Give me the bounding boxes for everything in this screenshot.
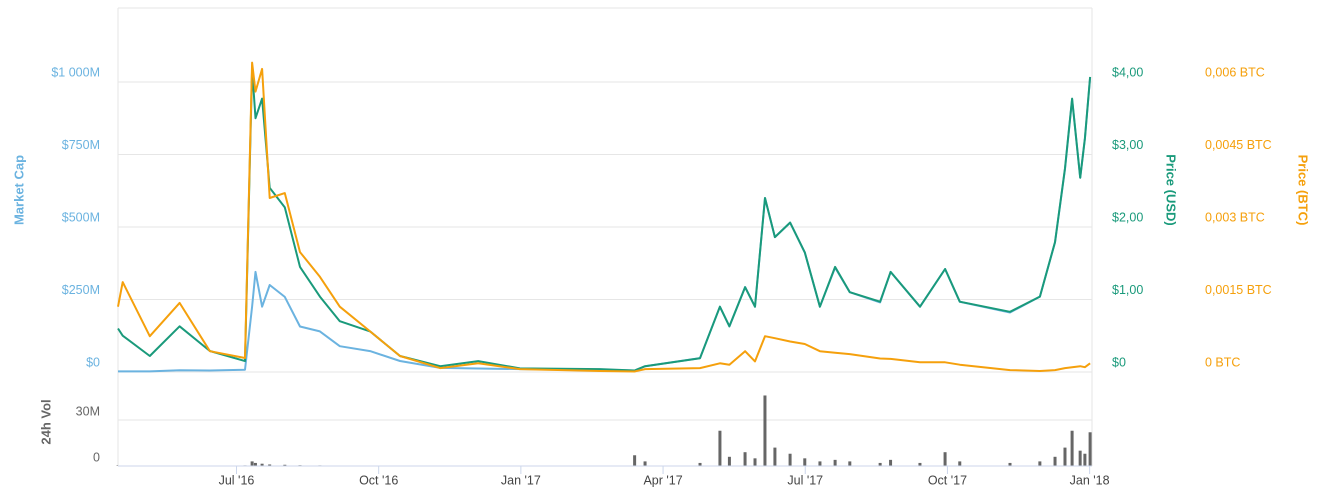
volume-bar bbox=[643, 461, 647, 466]
y2-tick-label: $0 bbox=[1112, 355, 1126, 369]
volume-bar bbox=[250, 461, 254, 466]
y3-tick-label: 0 BTC bbox=[1205, 355, 1240, 369]
x-tick-label: Apr '17 bbox=[643, 473, 682, 487]
y-tick-label: $500M bbox=[62, 210, 100, 224]
y-tick-label: $250M bbox=[62, 283, 100, 297]
volume-bar bbox=[260, 463, 264, 466]
volume-bar bbox=[1038, 461, 1042, 466]
volume-bar bbox=[958, 461, 962, 466]
volume-bar bbox=[283, 464, 287, 466]
x-tick-label: Jan '17 bbox=[501, 473, 541, 487]
volume-bar bbox=[633, 455, 637, 466]
y3-tick-label: 0,0045 BTC bbox=[1205, 138, 1272, 152]
volume-bar bbox=[1053, 456, 1057, 466]
volume-bar bbox=[743, 452, 747, 466]
x-tick-label: Jan '18 bbox=[1070, 473, 1110, 487]
y3-tick-label: 0,003 BTC bbox=[1205, 210, 1265, 224]
x-tick-label: Oct '17 bbox=[928, 473, 967, 487]
volume-bar bbox=[889, 459, 893, 466]
y-tick-label: $750M bbox=[62, 138, 100, 152]
volume-bar bbox=[943, 452, 947, 466]
volume-bar bbox=[1063, 447, 1067, 466]
volume-bar bbox=[818, 461, 822, 466]
x-tick-label: Jul '16 bbox=[219, 473, 255, 487]
y2-tick-label: $4,00 bbox=[1112, 65, 1143, 79]
y-axis-title: Market Cap bbox=[11, 155, 26, 225]
volume-bar bbox=[718, 430, 722, 466]
volume-bar bbox=[698, 462, 702, 466]
y3-tick-label: 0,0015 BTC bbox=[1205, 283, 1272, 297]
volume-bar bbox=[1078, 450, 1082, 466]
line-series bbox=[117, 67, 1092, 372]
y2-tick-label: $2,00 bbox=[1112, 210, 1143, 224]
volume-bar bbox=[788, 453, 792, 466]
volume-bar bbox=[773, 447, 777, 466]
y3-axis-title: Price (BTC) bbox=[1296, 155, 1311, 226]
volume-bar bbox=[1088, 432, 1092, 466]
y2-axis-title: Price (USD) bbox=[1164, 154, 1179, 226]
volume-bar bbox=[268, 464, 272, 466]
y3-tick-label: 0,006 BTC bbox=[1205, 65, 1265, 79]
volume-bar bbox=[727, 456, 731, 466]
volume-bar bbox=[848, 461, 852, 466]
volume-bar bbox=[878, 462, 882, 466]
volume-bar bbox=[833, 459, 837, 466]
volume-tick-label: 0 bbox=[93, 450, 100, 464]
volume-bar bbox=[918, 462, 922, 466]
volume-bar bbox=[1070, 430, 1074, 466]
x-tick-label: Oct '16 bbox=[359, 473, 398, 487]
y2-tick-label: $3,00 bbox=[1112, 138, 1143, 152]
volume-bar bbox=[803, 458, 807, 466]
line-series bbox=[117, 61, 1091, 373]
volume-bar bbox=[763, 395, 767, 466]
volume-tick-label: 30M bbox=[76, 404, 100, 418]
volume-bar bbox=[1083, 453, 1087, 466]
x-tick-label: Jul '17 bbox=[787, 473, 823, 487]
volume-axis-title: 24h Vol bbox=[38, 399, 53, 444]
volume-bar bbox=[753, 458, 757, 466]
y-tick-label: $0 bbox=[86, 355, 100, 369]
y2-tick-label: $1,00 bbox=[1112, 283, 1143, 297]
volume-bar bbox=[1008, 462, 1012, 466]
y-tick-label: $1 000M bbox=[51, 65, 100, 79]
volume-bar bbox=[253, 462, 257, 466]
